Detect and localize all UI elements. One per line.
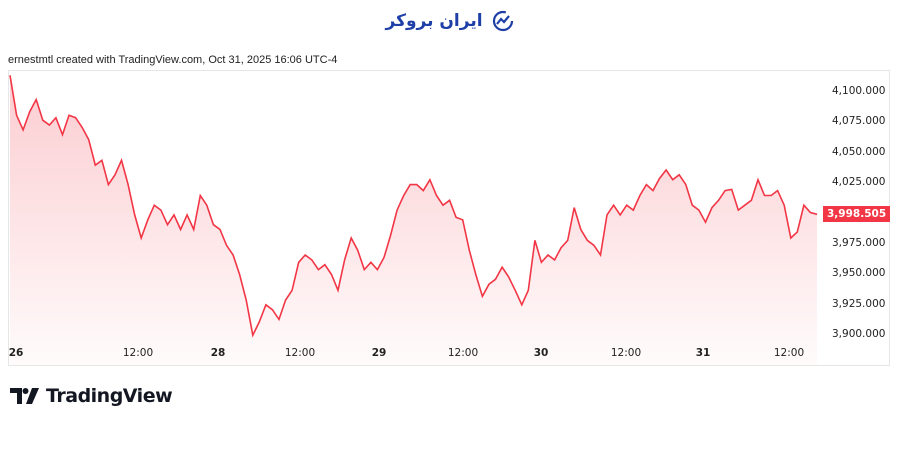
y-tick-label: 3,975.000 (832, 236, 886, 249)
x-tick-label: 12:00 (122, 347, 154, 359)
x-tick-label: 12:00 (610, 347, 642, 359)
x-tick-label: 28 (210, 347, 226, 359)
x-tick-label: 31 (695, 347, 711, 359)
x-tick-label: 29 (371, 347, 387, 359)
price-line (9, 75, 818, 338)
y-tick-label: 4,050.000 (832, 145, 886, 158)
y-tick-label: 4,100.000 (832, 85, 886, 97)
tradingview-logo[interactable]: TradingView (10, 385, 173, 407)
price-area-fill (10, 75, 817, 365)
y-tick-label: 4,075.000 (832, 115, 886, 128)
chart-trend-icon (493, 10, 514, 32)
y-tick-label: 3,950.000 (832, 267, 886, 280)
last-price-label: 3,998.505 (823, 206, 891, 222)
tradingview-wordmark: TradingView (46, 385, 173, 407)
x-tick-label: 12:00 (284, 347, 316, 359)
x-tick-label: 12:00 (447, 347, 479, 359)
tradingview-icon (10, 388, 39, 404)
y-tick-label: 4,025.000 (832, 176, 886, 189)
x-tick-label: 26 (8, 347, 24, 359)
brand-text: ایران بروکر (385, 11, 483, 31)
x-tick-label: 12:00 (773, 347, 805, 359)
chart-credit: ernestmtl created with TradingView.com, … (8, 54, 338, 66)
x-tick-label: 30 (533, 347, 549, 359)
brand-logo: ایران بروکر (0, 10, 900, 32)
y-tick-label: 3,925.000 (832, 297, 886, 310)
y-tick-label: 3,900.000 (832, 328, 886, 340)
